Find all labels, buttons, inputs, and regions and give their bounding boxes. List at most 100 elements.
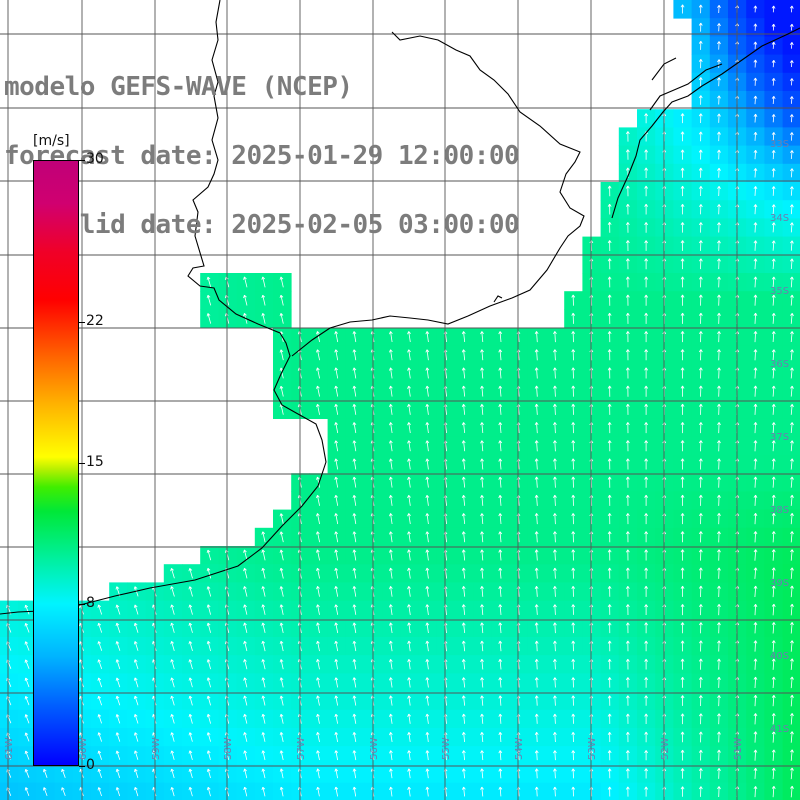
wind-arrow <box>717 640 721 652</box>
wind-arrow <box>698 276 703 288</box>
wind-arrow <box>644 731 649 743</box>
wind-arrow <box>680 258 685 270</box>
wind-arrow <box>607 604 612 615</box>
wind-arrow <box>771 41 776 49</box>
wind-arrow <box>498 494 503 506</box>
wind-arrow <box>625 258 630 270</box>
wind-arrow <box>553 585 557 597</box>
wind-arrow <box>115 659 121 670</box>
wind-arrow <box>389 732 393 742</box>
wind-arrow <box>625 640 630 652</box>
colorbar-tick <box>79 766 85 767</box>
wind-arrow <box>279 313 284 324</box>
wind-arrow <box>625 531 630 543</box>
wind-arrow <box>115 695 121 706</box>
wind-arrow <box>170 568 175 579</box>
wind-arrow <box>571 312 576 324</box>
wind-arrow <box>607 531 612 543</box>
wind-arrow <box>407 586 411 597</box>
wind-arrow <box>461 622 466 634</box>
wind-arrow <box>498 567 503 579</box>
wind-arrow <box>461 403 466 415</box>
wind-arrow <box>753 494 758 506</box>
wind-arrow <box>498 750 503 761</box>
wind-arrow <box>97 641 103 651</box>
wind-arrow <box>644 312 649 324</box>
wind-arrow <box>553 367 557 379</box>
wind-arrow <box>753 786 758 798</box>
wind-arrow <box>680 385 685 397</box>
wind-arrow <box>753 222 758 233</box>
wind-arrow <box>407 531 411 543</box>
wind-arrow <box>389 586 393 597</box>
wind-arrow <box>698 731 703 743</box>
wind-arrow <box>789 114 794 123</box>
wind-arrow <box>425 331 430 343</box>
wind-arrow <box>571 731 576 743</box>
wind-arrow <box>425 385 430 397</box>
wind-arrow <box>790 676 794 689</box>
lagoon-outline <box>649 57 723 111</box>
wind-arrow <box>644 331 649 343</box>
wind-arrow <box>625 403 630 415</box>
wind-arrow <box>644 294 649 306</box>
wind-arrow <box>717 749 721 761</box>
wind-arrow <box>790 531 794 543</box>
wind-arrow <box>334 622 339 634</box>
wind-arrow <box>753 767 758 779</box>
wind-arrow <box>680 167 685 178</box>
wind-arrow <box>717 240 721 251</box>
wind-arrow <box>334 586 339 597</box>
wind-arrow <box>571 622 576 634</box>
wind-arrow <box>644 422 649 434</box>
wind-arrow <box>607 513 612 525</box>
wind-arrow <box>498 513 503 525</box>
wind-arrow <box>461 640 466 652</box>
wind-arrow <box>771 204 776 215</box>
wind-arrow <box>717 149 721 160</box>
wind-arrow <box>316 768 320 779</box>
wind-arrow <box>206 640 211 652</box>
wind-arrow <box>790 349 794 361</box>
wind-arrow <box>188 768 193 779</box>
wind-arrow <box>625 458 630 470</box>
wind-arrow <box>480 658 484 670</box>
wind-arrow <box>188 586 193 597</box>
wind-arrow <box>407 768 412 779</box>
lon-label: 54W <box>514 737 525 760</box>
wind-arrow <box>607 367 612 379</box>
wind-arrow <box>790 785 794 798</box>
wind-arrow <box>206 567 212 579</box>
wind-arrow <box>170 714 175 724</box>
wind-arrow <box>279 385 284 397</box>
colorbar-tick <box>79 463 85 464</box>
wind-arrow <box>279 677 284 688</box>
wind-arrow <box>717 312 721 324</box>
colorbar-tick-label: 22 <box>86 312 104 329</box>
wind-arrow <box>625 549 630 561</box>
wind-arrow <box>625 695 630 706</box>
wind-arrow <box>680 349 685 361</box>
lon-label: 55W <box>441 737 452 760</box>
lon-label: 53W <box>587 737 598 760</box>
wind-arrow <box>644 203 649 215</box>
wind-arrow <box>753 731 758 743</box>
wind-arrow <box>334 786 339 797</box>
wind-arrow <box>753 713 758 725</box>
wind-arrow <box>680 786 685 797</box>
wind-arrow <box>188 713 193 724</box>
wind-arrow <box>170 677 175 688</box>
wind-arrow <box>790 713 794 725</box>
wind-arrow <box>243 276 248 288</box>
wind-arrow <box>461 695 466 706</box>
wind-arrow <box>644 403 649 415</box>
wind-arrow <box>480 349 484 361</box>
wind-arrow <box>425 422 430 434</box>
wind-arrow <box>97 714 102 724</box>
colorbar-tick-label: 8 <box>86 595 95 612</box>
wind-arrow <box>571 403 576 415</box>
wind-arrow <box>243 695 248 706</box>
wind-arrow <box>553 331 557 343</box>
wind-arrow <box>206 313 212 324</box>
wind-arrow <box>753 41 758 50</box>
